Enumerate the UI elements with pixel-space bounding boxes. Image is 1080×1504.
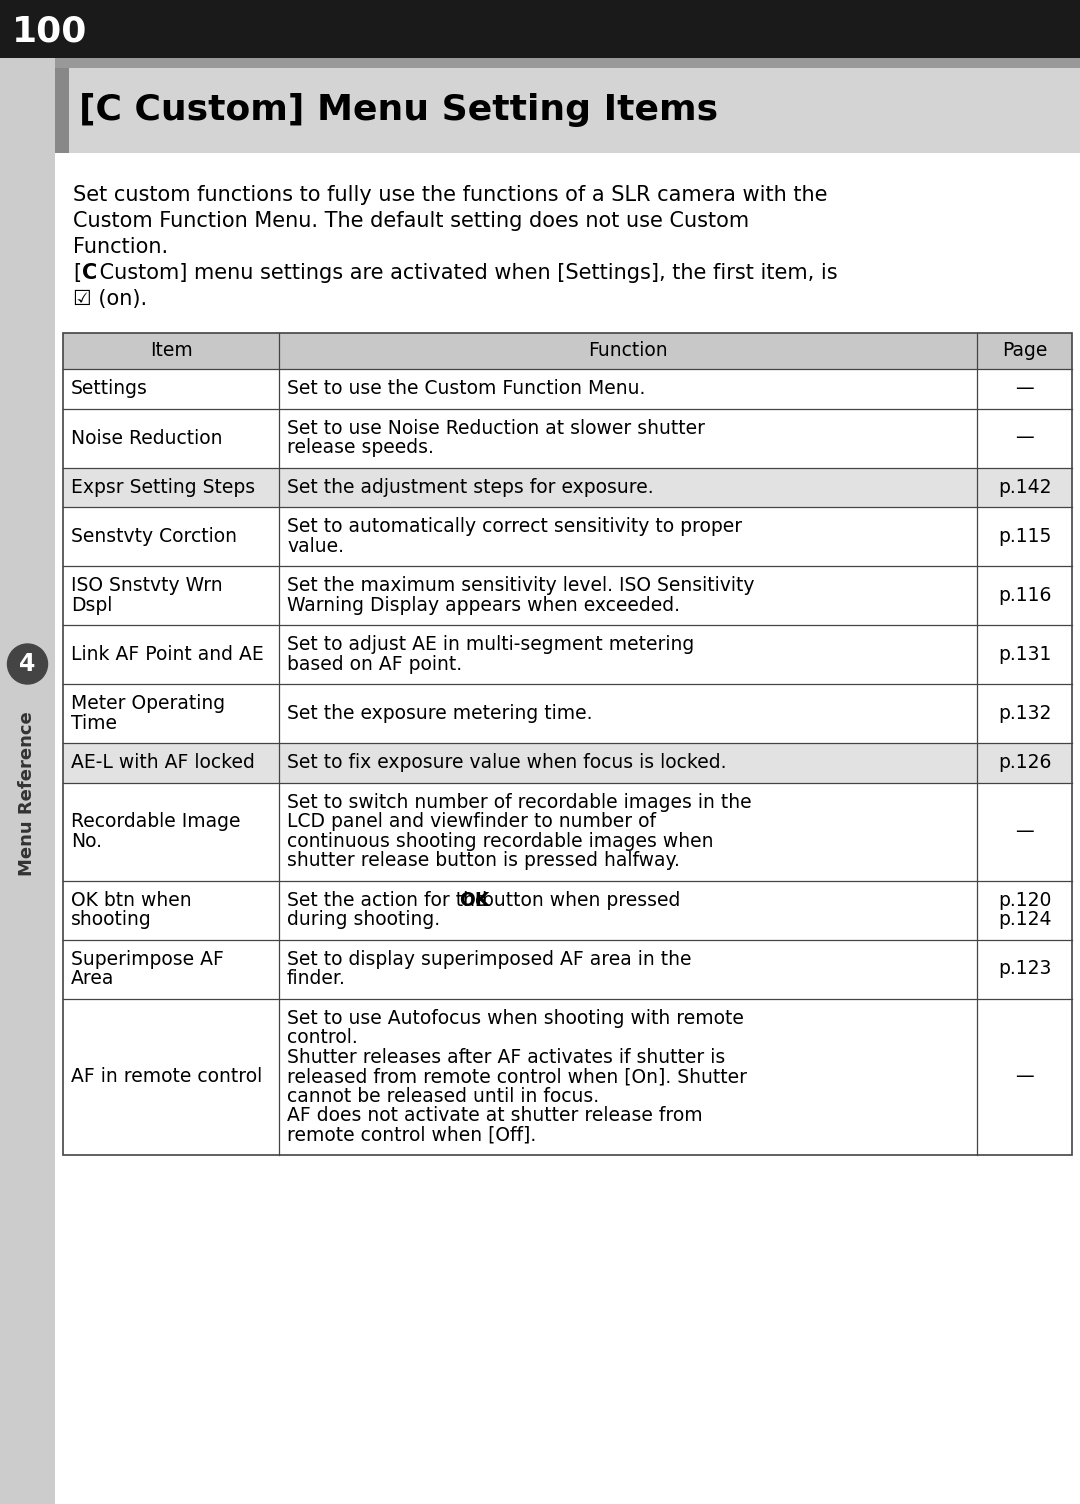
Text: control.: control. (287, 1029, 357, 1047)
Text: —: — (1015, 823, 1034, 841)
Text: continuous shooting recordable images when: continuous shooting recordable images wh… (287, 832, 714, 851)
Text: OK btn when: OK btn when (71, 890, 191, 910)
Bar (63, 468, 1072, 507)
Text: Set to automatically correct sensitivity to proper: Set to automatically correct sensitivity… (287, 517, 742, 537)
Text: Link AF Point and AE: Link AF Point and AE (71, 645, 264, 663)
Text: Set the maximum sensitivity level. ISO Sensitivity: Set the maximum sensitivity level. ISO S… (287, 576, 755, 596)
Text: OK: OK (459, 890, 490, 910)
Text: p.131: p.131 (998, 645, 1051, 663)
Text: Shutter releases after AF activates if shutter is: Shutter releases after AF activates if s… (287, 1048, 726, 1066)
Text: p.123: p.123 (998, 960, 1051, 979)
Text: Menu Reference: Menu Reference (18, 711, 37, 877)
Text: Set to switch number of recordable images in the: Set to switch number of recordable image… (287, 793, 752, 812)
Bar (63, 684, 1072, 743)
Text: value.: value. (287, 537, 345, 556)
Text: —: — (1015, 429, 1034, 448)
Text: Set to adjust AE in multi-segment metering: Set to adjust AE in multi-segment meteri… (287, 635, 694, 654)
Text: [: [ (73, 263, 81, 283)
Text: Function: Function (589, 341, 667, 361)
Text: Dspl: Dspl (71, 596, 112, 615)
Text: button when pressed: button when pressed (476, 890, 680, 910)
Text: Set the adjustment steps for exposure.: Set the adjustment steps for exposure. (287, 478, 653, 496)
Bar (63, 507, 1072, 566)
Text: Settings: Settings (71, 379, 148, 399)
Text: finder.: finder. (287, 969, 346, 988)
Text: —: — (1015, 379, 1034, 399)
Text: p.142: p.142 (998, 478, 1051, 496)
Bar (55, 68, 69, 153)
Text: ISO Snstvty Wrn: ISO Snstvty Wrn (71, 576, 222, 596)
Bar (55, 68, 1080, 153)
Text: Senstvty Corction: Senstvty Corction (71, 526, 237, 546)
Text: during shooting.: during shooting. (287, 910, 441, 929)
Text: release speeds.: release speeds. (287, 438, 434, 457)
Text: cannot be released until in focus.: cannot be released until in focus. (287, 1087, 599, 1105)
Bar (63, 743, 1072, 782)
Bar (63, 409, 1072, 468)
Bar (63, 368, 1072, 409)
Text: Set to fix exposure value when focus is locked.: Set to fix exposure value when focus is … (287, 754, 727, 772)
Text: AE-L with AF locked: AE-L with AF locked (71, 754, 255, 772)
Text: C: C (82, 263, 97, 283)
Text: Page: Page (1002, 341, 1048, 361)
Text: Set to use Autofocus when shooting with remote: Set to use Autofocus when shooting with … (287, 1009, 744, 1027)
Text: Expsr Setting Steps: Expsr Setting Steps (71, 478, 255, 496)
Text: LCD panel and viewfinder to number of: LCD panel and viewfinder to number of (287, 812, 656, 832)
Text: Warning Display appears when exceeded.: Warning Display appears when exceeded. (287, 596, 680, 615)
Text: Item: Item (150, 341, 192, 361)
Text: based on AF point.: based on AF point. (287, 654, 462, 674)
Bar (0, 0, 1080, 59)
Text: AF in remote control: AF in remote control (71, 1068, 262, 1086)
Text: remote control when [Off].: remote control when [Off]. (287, 1126, 537, 1145)
Bar (63, 332, 1072, 1155)
Text: Set to use Noise Reduction at slower shutter: Set to use Noise Reduction at slower shu… (287, 418, 705, 438)
Text: p.124: p.124 (998, 910, 1051, 929)
Text: Function.: Function. (73, 238, 168, 257)
Text: Set the action for the: Set the action for the (287, 890, 492, 910)
Text: released from remote control when [On]. Shutter: released from remote control when [On]. … (287, 1068, 747, 1086)
Text: shutter release button is pressed halfway.: shutter release button is pressed halfwa… (287, 851, 680, 871)
Text: Set to display superimposed AF area in the: Set to display superimposed AF area in t… (287, 949, 691, 969)
Text: Set the exposure metering time.: Set the exposure metering time. (287, 704, 593, 723)
Text: Noise Reduction: Noise Reduction (71, 429, 222, 448)
Text: p.126: p.126 (998, 754, 1051, 772)
Bar (0, 59, 55, 1504)
Text: —: — (1015, 1068, 1034, 1086)
Text: Meter Operating: Meter Operating (71, 695, 225, 713)
Text: Recordable Image: Recordable Image (71, 812, 241, 832)
Text: p.116: p.116 (998, 587, 1051, 605)
Text: 100: 100 (12, 15, 87, 50)
Bar (63, 999, 1072, 1155)
Text: p.115: p.115 (998, 526, 1051, 546)
Bar (63, 566, 1072, 626)
Text: ☑ (on).: ☑ (on). (73, 289, 147, 308)
Bar (55, 59, 1080, 68)
Bar (63, 880, 1072, 940)
Text: Custom] menu settings are activated when [Settings], the first item, is: Custom] menu settings are activated when… (93, 263, 838, 283)
Text: p.120: p.120 (998, 890, 1051, 910)
Text: 4: 4 (19, 653, 36, 675)
Text: AF does not activate at shutter release from: AF does not activate at shutter release … (287, 1107, 703, 1125)
Text: Superimpose AF: Superimpose AF (71, 949, 224, 969)
Circle shape (8, 644, 48, 684)
Bar (63, 940, 1072, 999)
Bar (63, 626, 1072, 684)
Text: p.132: p.132 (998, 704, 1051, 723)
Text: Custom Function Menu. The default setting does not use Custom: Custom Function Menu. The default settin… (73, 211, 750, 232)
Text: No.: No. (71, 832, 102, 851)
Text: Set to use the Custom Function Menu.: Set to use the Custom Function Menu. (287, 379, 646, 399)
Bar (63, 332, 1072, 368)
Text: Area: Area (71, 969, 114, 988)
Text: Set custom functions to fully use the functions of a SLR camera with the: Set custom functions to fully use the fu… (73, 185, 827, 205)
Text: [C Custom] Menu Setting Items: [C Custom] Menu Setting Items (79, 93, 718, 126)
Bar (63, 782, 1072, 880)
Text: shooting: shooting (71, 910, 152, 929)
Text: Time: Time (71, 714, 117, 732)
